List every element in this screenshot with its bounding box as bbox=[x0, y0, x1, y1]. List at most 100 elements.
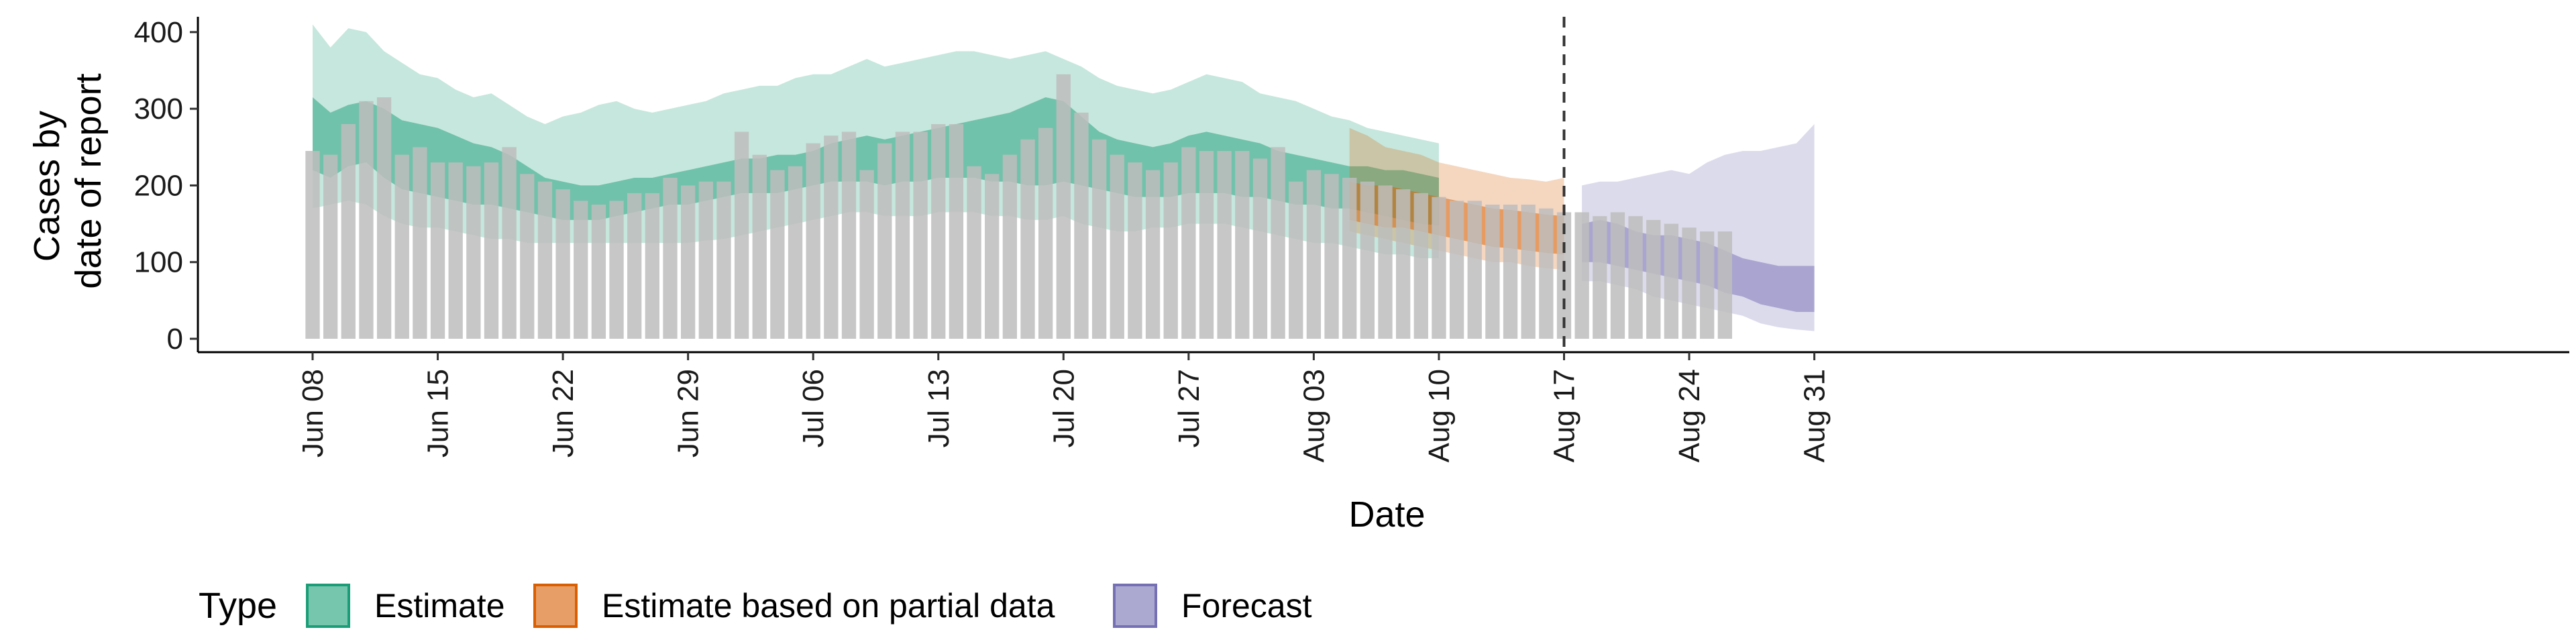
reported-cases-bar bbox=[1289, 181, 1303, 339]
x-tick-label: Aug 10 bbox=[1423, 369, 1456, 462]
legend: Type Estimate Estimate based on partial … bbox=[199, 584, 1312, 628]
x-tick-label: Jul 20 bbox=[1047, 369, 1080, 447]
reported-cases-bar bbox=[1503, 205, 1518, 339]
legend-label-estimate: Estimate bbox=[374, 587, 505, 625]
reported-cases-bar bbox=[1717, 231, 1733, 339]
reported-cases-bar bbox=[913, 131, 928, 339]
reported-cases-bar bbox=[1020, 139, 1035, 339]
reported-cases-bar bbox=[376, 97, 392, 339]
reported-cases-bar bbox=[1467, 201, 1482, 339]
reported-cases-bar bbox=[1110, 154, 1124, 339]
reported-cases-bar bbox=[1432, 197, 1446, 339]
reported-cases-bar bbox=[1252, 158, 1268, 339]
y-tick-label: 0 bbox=[167, 323, 183, 356]
reported-cases-bar bbox=[788, 166, 803, 339]
reported-cases-bar bbox=[1395, 189, 1411, 339]
reported-cases-bar bbox=[1682, 227, 1697, 339]
reported-cases-bar bbox=[1610, 212, 1625, 339]
reported-cases-bar bbox=[1574, 212, 1589, 339]
y-tick-label: 100 bbox=[134, 246, 183, 279]
reported-cases-bar bbox=[877, 143, 892, 339]
reported-cases-bar bbox=[1593, 216, 1607, 339]
reported-cases-bar bbox=[1539, 208, 1554, 339]
reported-cases-bar bbox=[859, 170, 874, 339]
y-tick-label: 300 bbox=[134, 93, 183, 125]
reported-cases-bar bbox=[770, 170, 785, 339]
reported-cases-bar bbox=[1342, 178, 1357, 339]
reported-cases-bar bbox=[574, 201, 588, 339]
reported-cases-bar bbox=[305, 151, 320, 339]
x-axis-title: Date bbox=[1348, 494, 1425, 535]
reported-cases-bar bbox=[734, 131, 749, 339]
reported-cases-bar bbox=[627, 193, 642, 339]
reported-cases-bar bbox=[663, 178, 678, 339]
reported-cases-bar bbox=[1360, 181, 1375, 339]
reported-cases-bar bbox=[1038, 127, 1053, 339]
reported-cases-bar bbox=[484, 162, 499, 339]
reported-cases-bar bbox=[680, 185, 696, 339]
reported-cases-bar bbox=[824, 136, 839, 339]
reported-cases-bar bbox=[1217, 151, 1232, 339]
reported-cases-bar bbox=[394, 154, 409, 339]
reported-cases-bar bbox=[1074, 112, 1089, 339]
reported-cases-bar bbox=[609, 201, 624, 339]
reported-cases-bar bbox=[1378, 185, 1393, 339]
reported-cases-bar bbox=[1413, 193, 1428, 339]
reported-cases-bar bbox=[931, 124, 946, 339]
reported-cases-bar bbox=[1271, 147, 1285, 339]
y-axis-ticks: 0 100 200 300 400 bbox=[134, 16, 198, 356]
reported-cases-bar bbox=[537, 181, 553, 339]
reported-cases-bar bbox=[1128, 162, 1142, 339]
legend-key-forecast bbox=[1113, 584, 1157, 628]
x-tick-label: Aug 31 bbox=[1799, 369, 1831, 462]
reported-cases-bar bbox=[1521, 205, 1536, 339]
reported-cases-bar bbox=[1628, 216, 1643, 339]
reported-cases-bar bbox=[895, 131, 910, 339]
reported-cases-bar bbox=[413, 147, 427, 339]
reported-cases-bar bbox=[502, 147, 517, 339]
y-axis-title-line-1: Cases by bbox=[27, 111, 67, 262]
y-tick-label: 200 bbox=[134, 169, 183, 202]
reported-cases-bar bbox=[1449, 201, 1464, 339]
reported-cases-bar bbox=[1485, 205, 1500, 339]
legend-label-forecast: Forecast bbox=[1181, 587, 1312, 625]
reported-cases-bar bbox=[949, 124, 964, 339]
reported-cases-bar bbox=[1091, 139, 1107, 339]
x-tick-label: Jul 13 bbox=[922, 369, 955, 447]
x-tick-label: Jun 15 bbox=[422, 369, 455, 458]
x-axis-ticks: Jun 08 Jun 15 Jun 22 Jun 29 Jul 06 Jul 13 Jul … bbox=[297, 352, 1831, 462]
x-tick-label: Jun 29 bbox=[672, 369, 705, 458]
legend-key-estimate bbox=[306, 584, 350, 628]
reported-cases-bar bbox=[1235, 151, 1250, 339]
reported-cases-bar bbox=[985, 174, 1000, 339]
x-tick-label: Jul 06 bbox=[797, 369, 830, 447]
reported-cases-bar bbox=[1199, 151, 1214, 339]
legend-label-partial-estimate: Estimate based on partial data bbox=[602, 587, 1055, 625]
reported-cases-bar bbox=[1145, 170, 1161, 339]
reported-cases-bar bbox=[1664, 223, 1679, 339]
legend-key-partial-estimate bbox=[533, 584, 578, 628]
reported-cases-bar bbox=[591, 205, 606, 339]
x-tick-label: Jun 08 bbox=[297, 369, 329, 458]
reported-cases-bar bbox=[341, 124, 356, 339]
reported-cases-bar bbox=[967, 166, 981, 339]
x-tick-label: Aug 24 bbox=[1673, 369, 1706, 462]
y-axis-title-line-2: date of report bbox=[68, 73, 109, 288]
reported-cases-bar bbox=[448, 162, 463, 339]
reported-cases-bar bbox=[323, 154, 338, 339]
y-axis-title: Cases by date of report bbox=[27, 73, 109, 288]
x-tick-label: Aug 17 bbox=[1548, 369, 1581, 462]
x-tick-label: Jul 27 bbox=[1173, 369, 1205, 447]
bars-layer bbox=[305, 74, 1733, 339]
reported-cases-bar bbox=[806, 143, 820, 339]
reported-cases-bar bbox=[1646, 219, 1661, 339]
legend-title: Type bbox=[199, 586, 277, 626]
reported-cases-bar bbox=[1181, 147, 1196, 339]
reported-cases-bar bbox=[645, 193, 660, 339]
reported-cases-bar bbox=[1556, 212, 1572, 339]
reported-cases-bar bbox=[1306, 170, 1322, 339]
reported-cases-bar bbox=[1163, 162, 1178, 339]
x-tick-label: Aug 03 bbox=[1297, 369, 1330, 462]
